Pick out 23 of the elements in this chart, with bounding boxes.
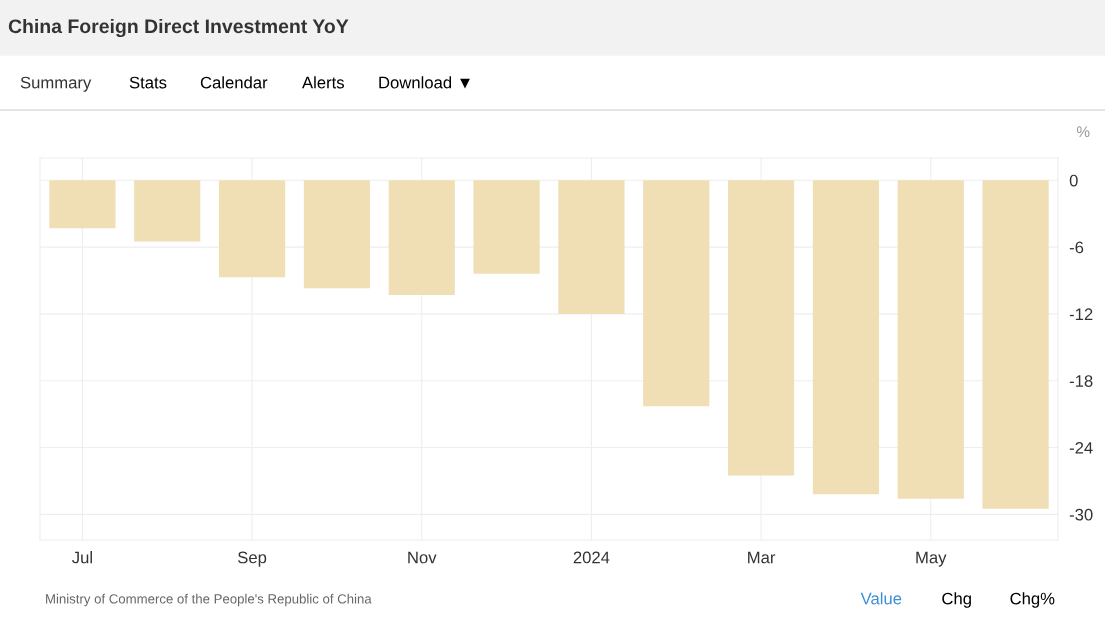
text: Calendar — [200, 76, 268, 89]
text: Alerts — [302, 76, 344, 89]
x-tick-label: Sep — [238, 551, 267, 567]
chart-title: China Foreign Direct Investment YoY — [8, 18, 349, 38]
y-tick-label: -24 — [1069, 441, 1093, 454]
x-tick-label: Jul — [72, 551, 92, 564]
text: Chg — [942, 592, 971, 608]
text: Download ▼ — [379, 76, 470, 89]
x-tick-label: 2024 — [573, 551, 610, 564]
y-tick-label: -18 — [1069, 375, 1093, 387]
y-tick-label: -6 — [1069, 241, 1084, 254]
text: Ministry of Commerce of the People's Republic of China — [46, 593, 372, 607]
text: Value — [860, 592, 902, 605]
text: Stats — [129, 76, 167, 89]
y-tick-label: -30 — [1069, 508, 1093, 521]
x-tick-label: Nov — [408, 551, 437, 564]
y-axis-title: % — [1076, 126, 1090, 138]
y-tick-label: 0 — [1069, 174, 1078, 187]
y-tick-label: -12 — [1069, 308, 1093, 320]
text: Summary — [20, 76, 92, 92]
text: Chg% — [1010, 592, 1055, 608]
x-tick-label: May — [916, 551, 947, 567]
x-tick-label: Mar — [748, 551, 776, 564]
